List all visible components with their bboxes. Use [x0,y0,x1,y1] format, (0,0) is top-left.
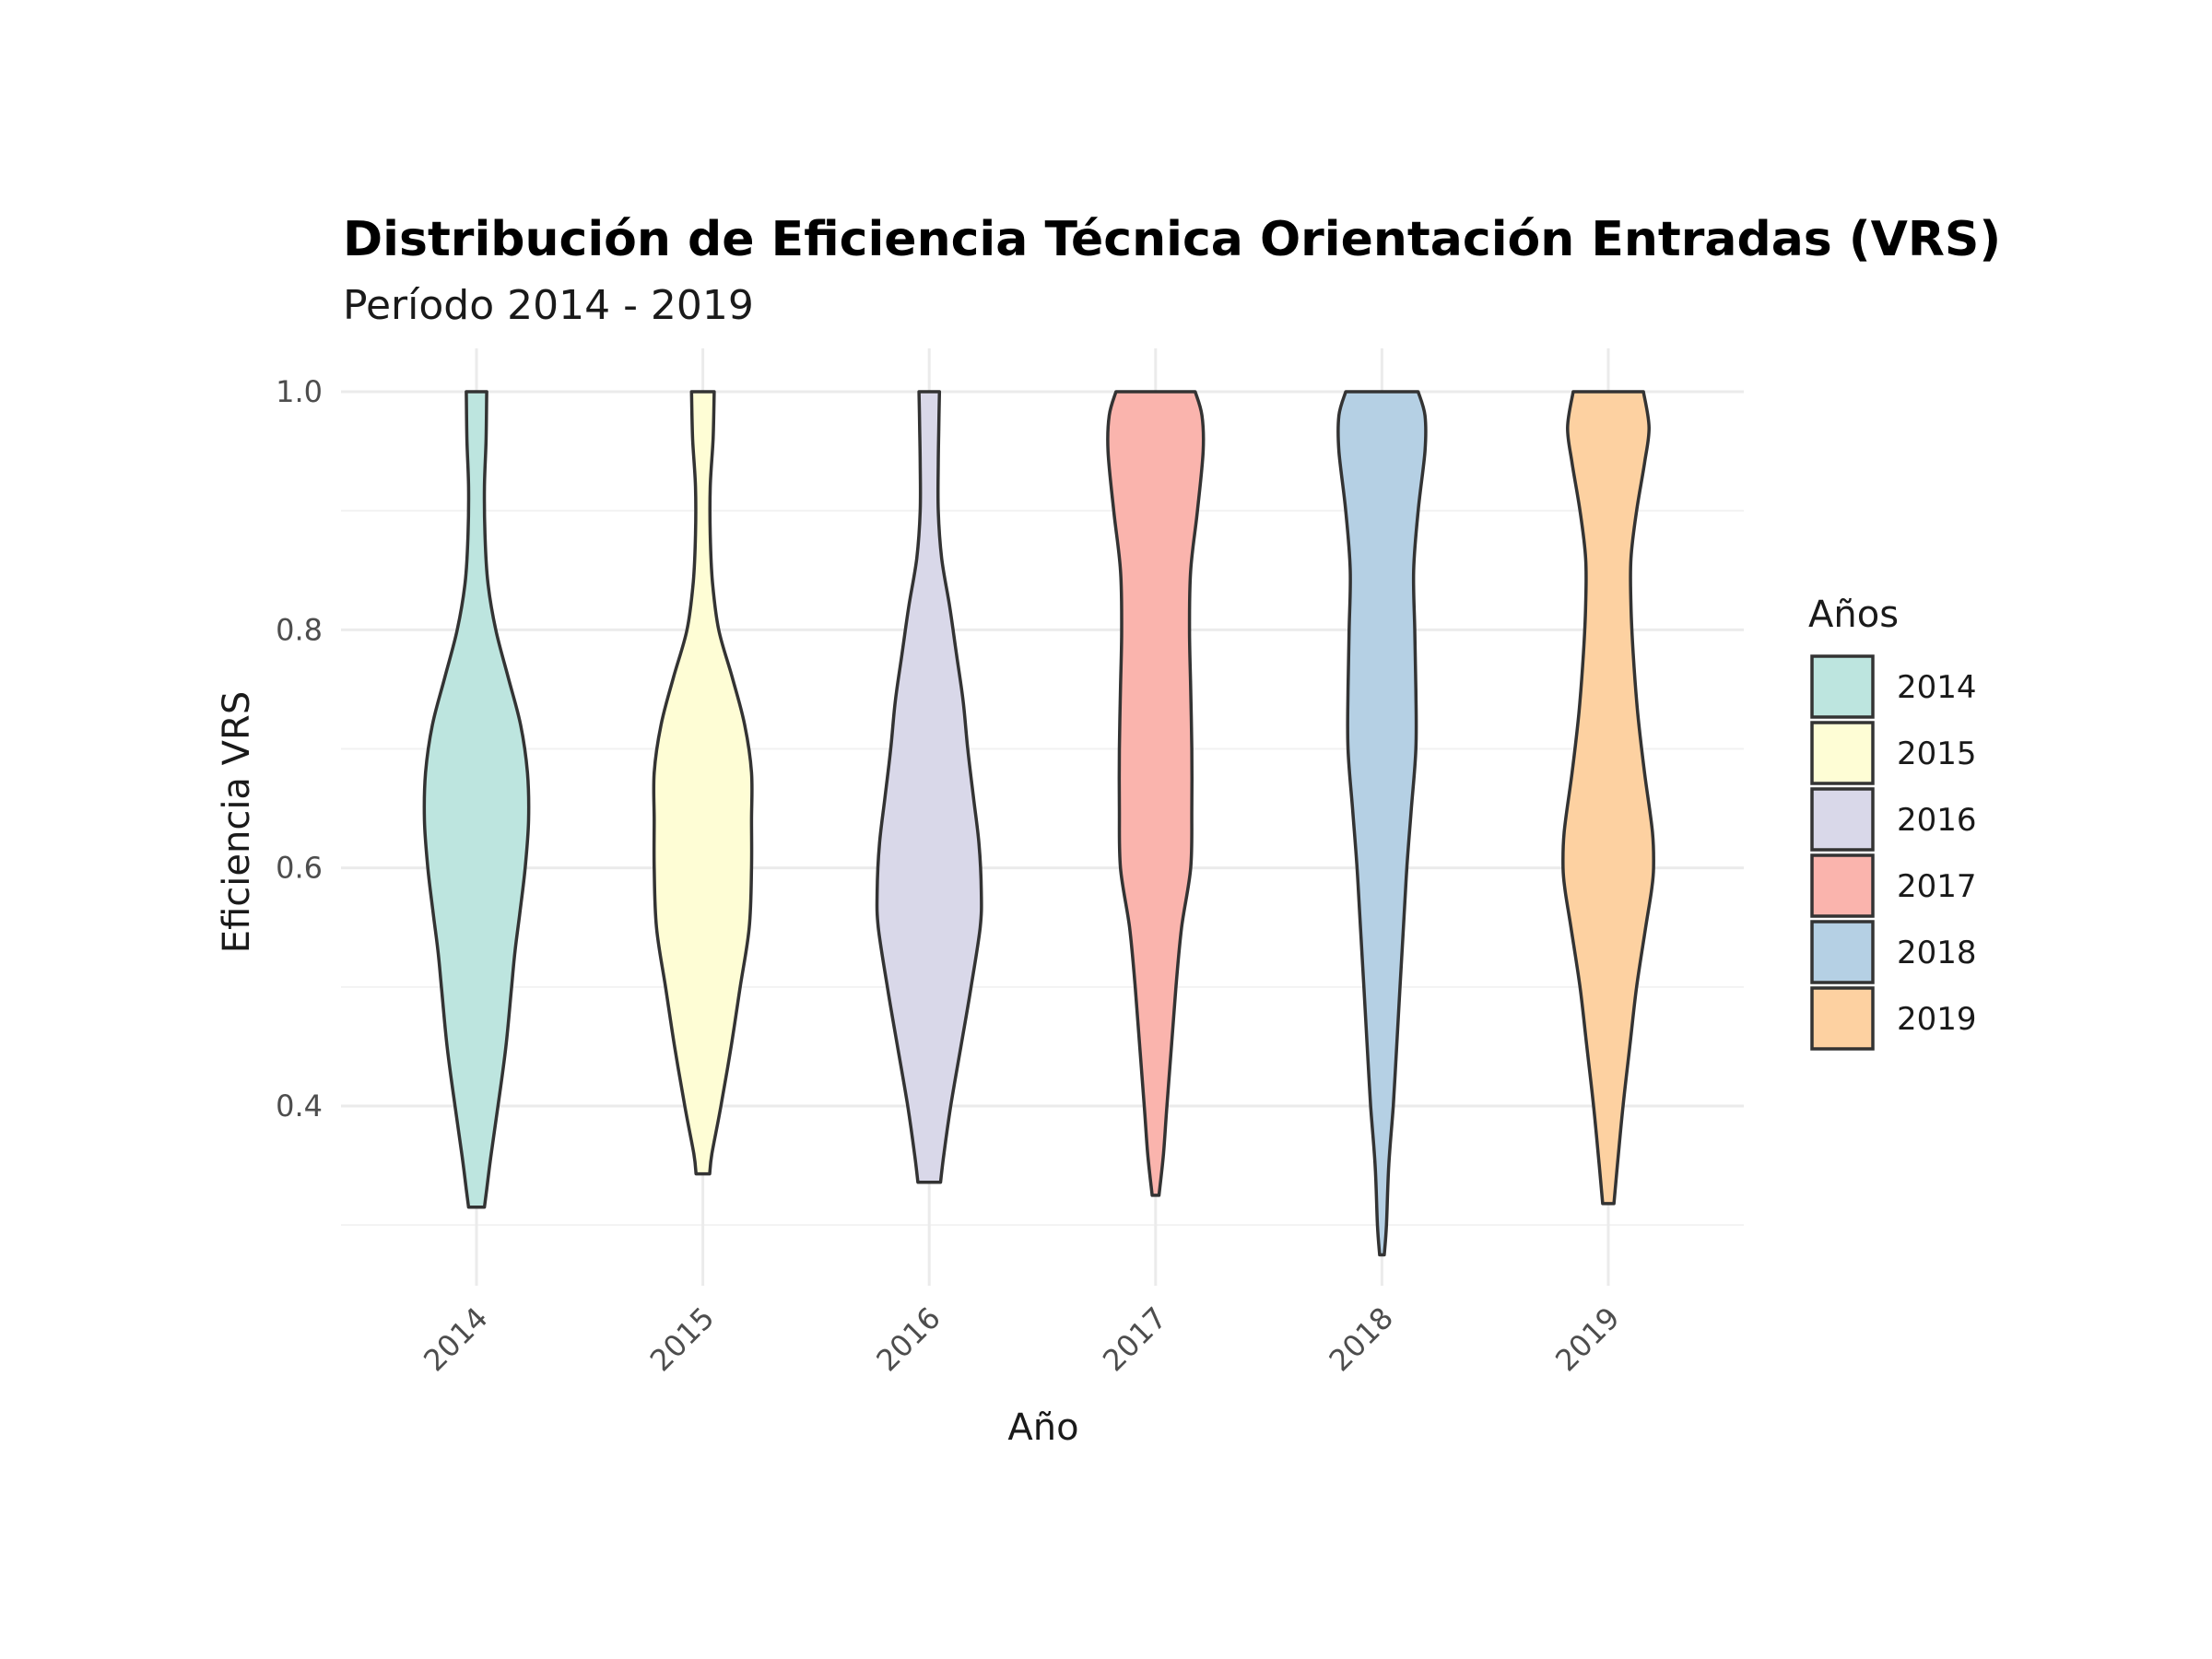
y-tick-label: 0.6 [276,851,323,886]
y-tick-label: 0.8 [276,612,323,647]
legend-swatch [1810,654,1875,719]
violin-2015 [652,390,754,1176]
legend-swatch [1810,986,1875,1051]
legend-label: 2017 [1897,868,1977,905]
legend-label: 2016 [1897,802,1977,839]
violin-2014 [422,390,531,1209]
x-tick-label: 2015 [643,1300,721,1378]
y-axis-title: Eficiencia VRS [216,691,258,953]
legend-title: Años [1808,594,1899,636]
legend-label: 2015 [1897,735,1977,772]
legend-swatch [1810,920,1875,984]
y-tick-labels: 0.4 0.6 0.8 1.0 [276,374,323,1124]
x-tick-label: 2016 [869,1300,947,1378]
grid-lines [341,348,1744,1286]
x-tick-label: 2019 [1548,1300,1626,1378]
legend-swatch [1810,853,1875,918]
legend-swatch [1810,787,1875,852]
x-tick-labels: 2014 2015 2016 2017 2018 2019 [417,1300,1626,1378]
violin-2017 [1106,390,1206,1197]
x-tick-label: 2014 [417,1300,494,1378]
legend-label: 2014 [1897,669,1977,706]
legend-label: 2019 [1897,1001,1977,1038]
violins [422,390,1655,1257]
legend-label: 2018 [1897,935,1977,971]
x-tick-label: 2018 [1323,1300,1400,1378]
chart-subtitle: Período 2014 - 2019 [343,282,754,329]
legend-swatch [1810,721,1875,785]
violin-2016 [875,390,983,1184]
x-axis-title: Año [1007,1406,1078,1449]
y-tick-label: 1.0 [276,374,323,409]
y-tick-label: 0.4 [276,1088,323,1124]
violin-2019 [1561,390,1655,1206]
x-tick-label: 2017 [1096,1300,1173,1378]
chart-title: Distribución de Eficiencia Técnica Orien… [343,212,2001,267]
legend: Años 2014 2015 2016 2017 2018 2019 [1808,594,1977,1051]
violin-2018 [1336,390,1428,1257]
